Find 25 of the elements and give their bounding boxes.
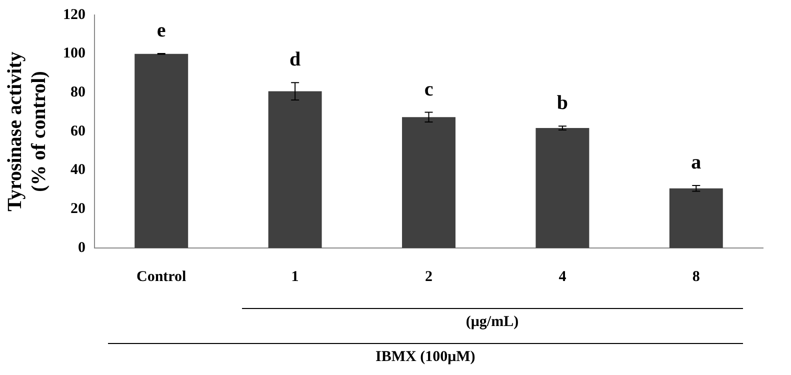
bar [402, 117, 456, 248]
bar [134, 54, 188, 248]
bar [669, 188, 723, 248]
bar [268, 91, 322, 248]
text: (μg/mL) [464, 314, 520, 331]
x-tick-label: 1 [291, 268, 299, 285]
annotation: e [156, 20, 166, 42]
text: IBMX (100μM) [374, 349, 476, 366]
bar [536, 128, 590, 248]
y-tick-label: 100 [63, 46, 86, 62]
annotation: c [424, 78, 434, 100]
annotation: b [556, 92, 568, 114]
y-axis-title: Tyrosinase activity (% of control) [4, 52, 50, 212]
x-tick-label: Control [136, 268, 186, 285]
y-tick-label: 0 [78, 240, 86, 256]
y-tick-label: 40 [70, 162, 86, 178]
annotation: a [691, 152, 702, 174]
x-tick-label: 8 [692, 268, 700, 285]
x-tick-label: 2 [425, 268, 432, 285]
y-tick-label: 120 [63, 6, 86, 23]
y-tick-label: 20 [70, 201, 86, 218]
x-tick-label: 4 [558, 268, 567, 285]
y-tick-label: 80 [70, 84, 86, 101]
annotation: d [289, 48, 301, 71]
y-tick-label: 60 [70, 123, 86, 140]
